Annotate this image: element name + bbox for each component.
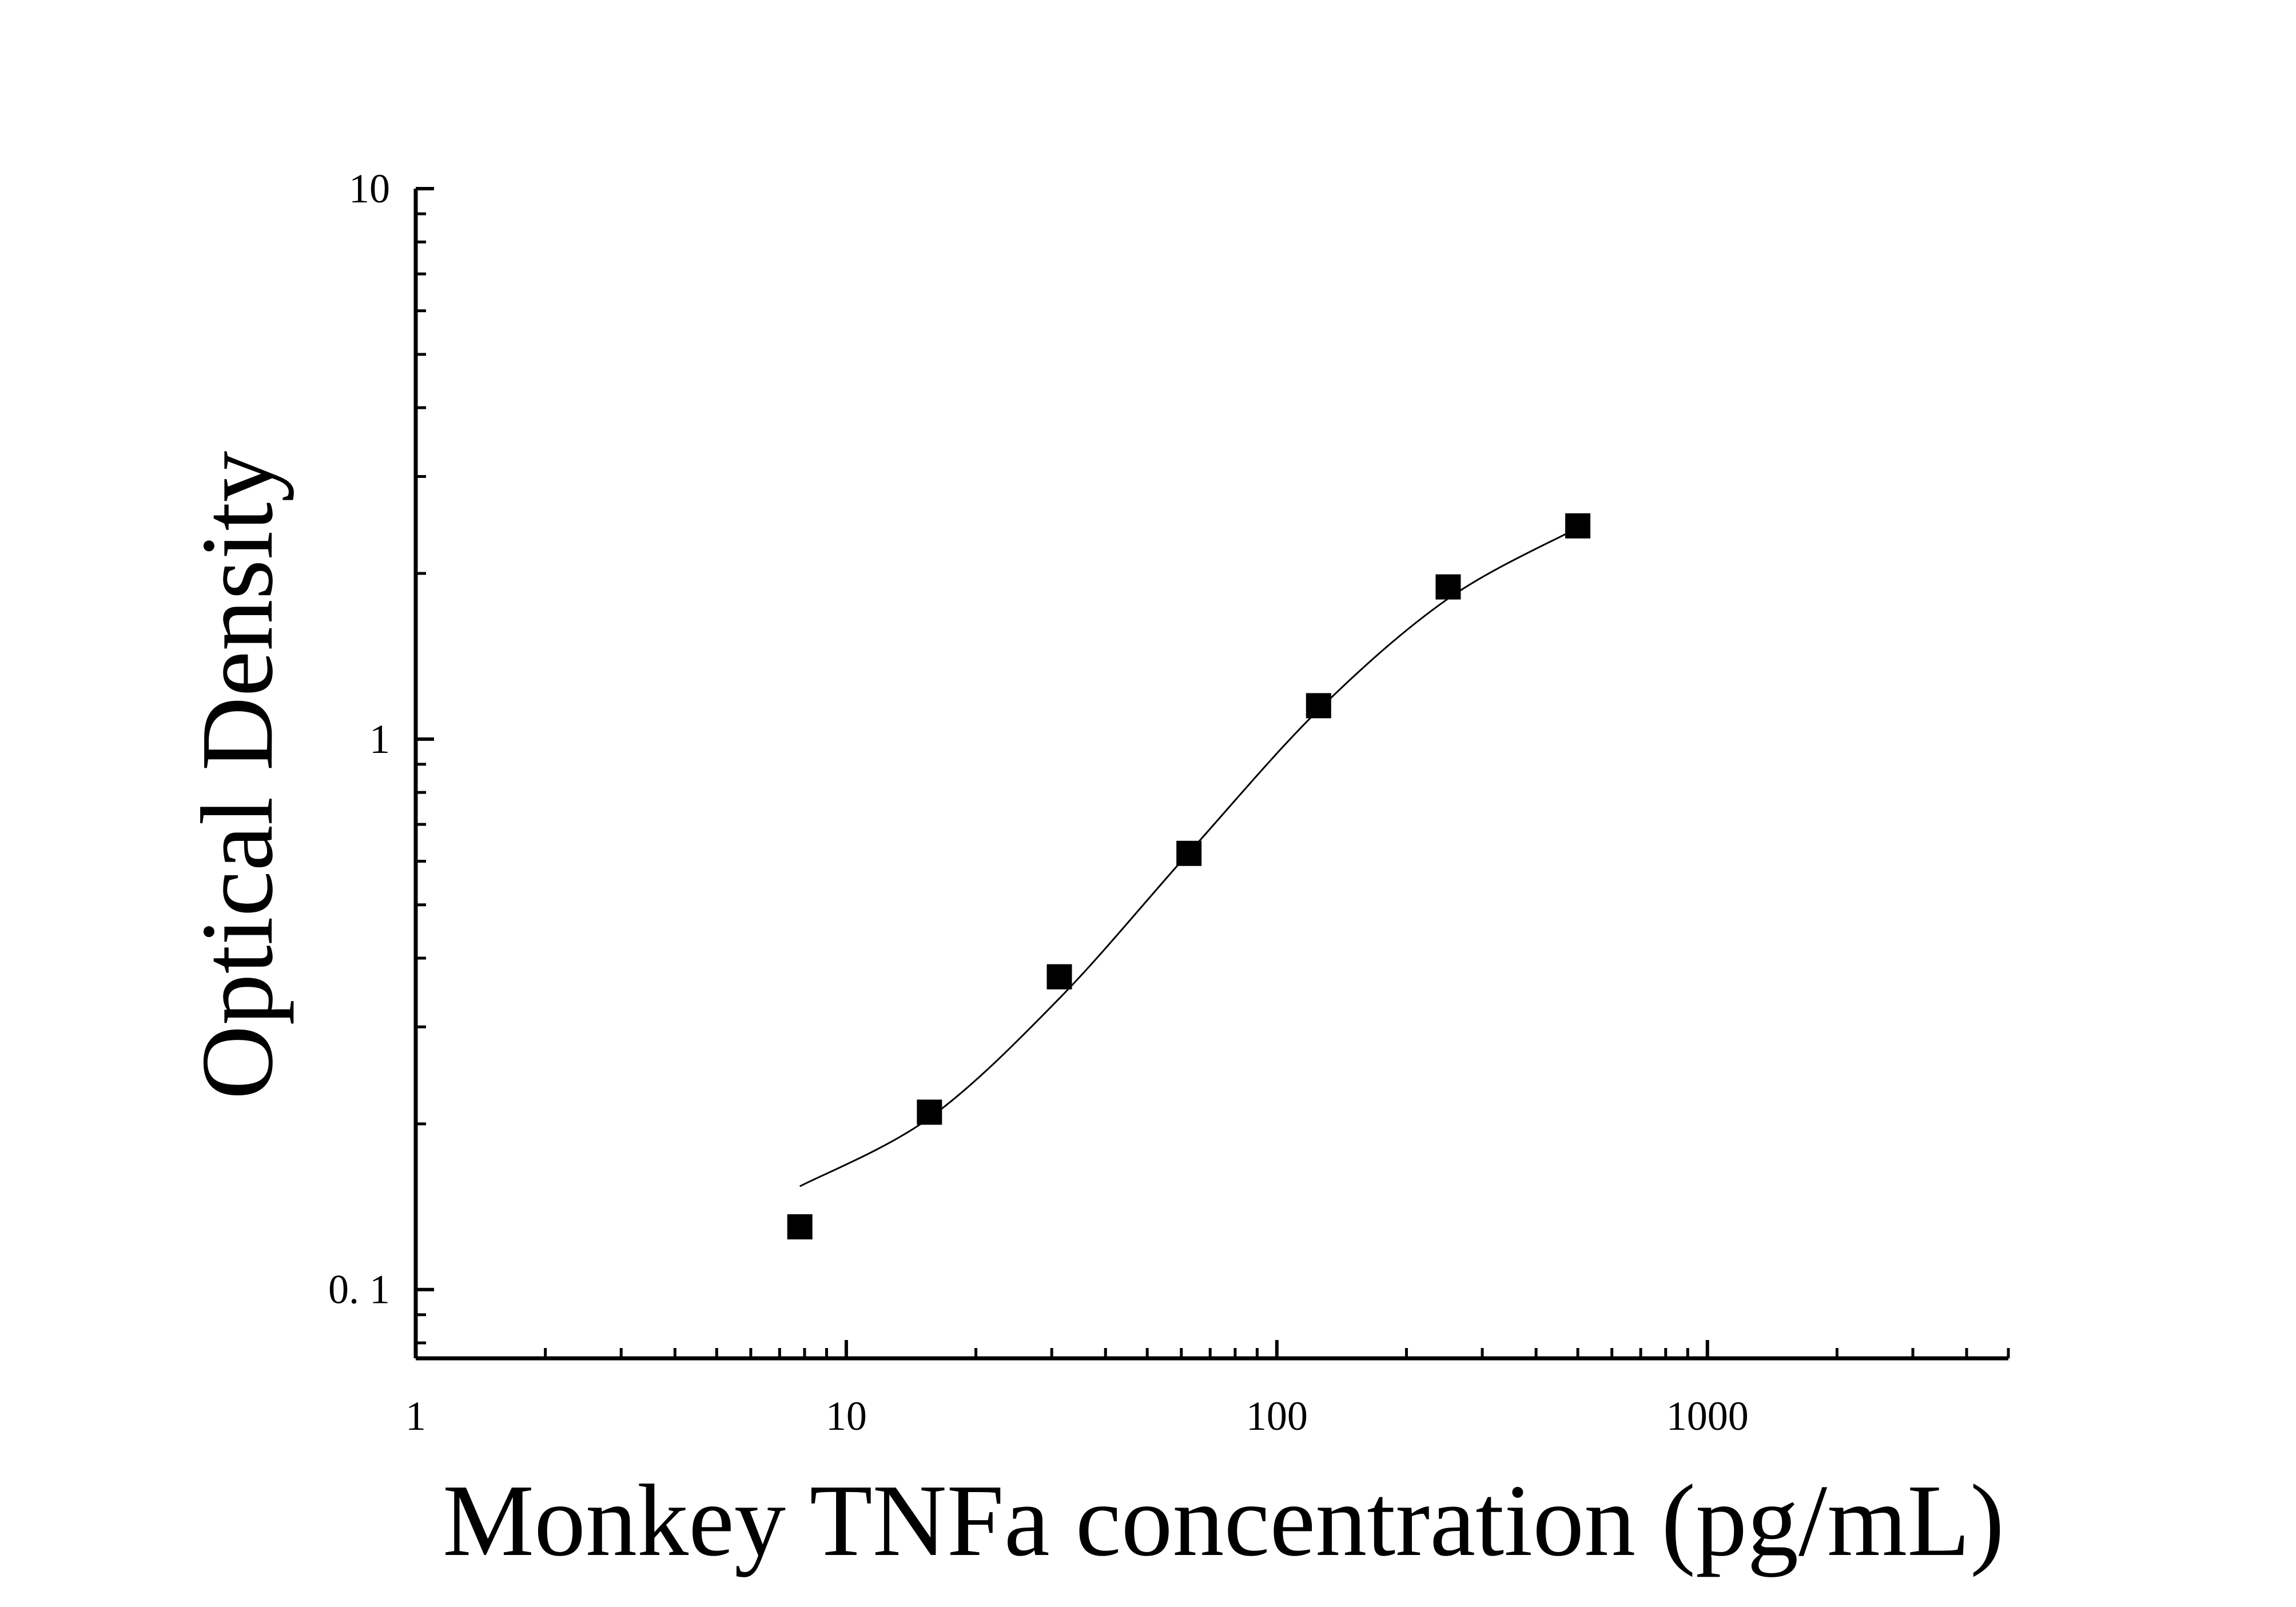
axes: 1 10 100 1000 0. 1 1 10 — [328, 166, 2010, 1439]
data-point — [1435, 574, 1461, 600]
x-tick-label: 1000 — [1666, 1393, 1749, 1439]
y-tick-label: 1 — [369, 716, 390, 762]
data-point — [1306, 693, 1331, 719]
x-axis-title: Monkey TNFa concentration (pg/mL) — [443, 1464, 2004, 1577]
data-point — [917, 1099, 942, 1125]
data-point — [1565, 513, 1591, 539]
data-points-layer — [787, 513, 1591, 1239]
y-tick-label: 10 — [349, 166, 390, 212]
y-tick-label: 0. 1 — [328, 1267, 390, 1313]
data-point — [1046, 964, 1072, 990]
data-point — [1176, 840, 1202, 866]
data-point — [787, 1214, 813, 1239]
x-tick-label: 100 — [1246, 1393, 1308, 1439]
x-tick-label: 1 — [405, 1393, 426, 1439]
x-tick-label: 10 — [826, 1393, 867, 1439]
y-axis-title: Optical Density — [180, 451, 294, 1100]
labels-layer: Monkey TNFa concentration (pg/mL) Optica… — [180, 451, 2004, 1577]
